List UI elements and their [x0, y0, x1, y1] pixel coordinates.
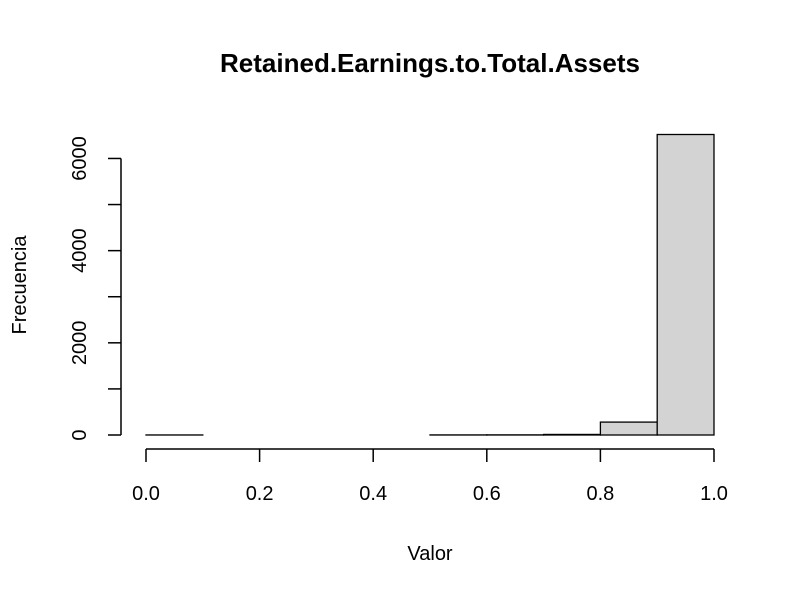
y-tick-label: 4000 [69, 228, 91, 273]
x-tick-label: 0.4 [359, 483, 387, 505]
x-tick-label: 1.0 [700, 483, 728, 505]
x-tick-label: 0.8 [586, 483, 614, 505]
bars-group [145, 133, 715, 436]
x-axis-label: Valor [407, 543, 453, 565]
y-axis: 0 2000 4000 6000 [69, 136, 122, 441]
y-tick-label: 0 [69, 429, 91, 440]
histogram-bar [599, 421, 658, 436]
x-tick-label: 0.2 [246, 483, 274, 505]
histogram-bar [542, 433, 602, 436]
y-tick-label: 6000 [69, 136, 91, 181]
x-axis: 0.0 0.2 0.4 0.6 0.8 1.0 [132, 448, 728, 505]
chart-title: Retained.Earnings.to.Total.Assets [220, 48, 640, 78]
x-tick-label: 0.0 [132, 483, 160, 505]
y-tick-label: 2000 [69, 321, 91, 366]
y-axis-label: Frecuencia [9, 235, 31, 335]
x-tick-label: 0.6 [473, 483, 501, 505]
histogram-bar [656, 133, 715, 436]
